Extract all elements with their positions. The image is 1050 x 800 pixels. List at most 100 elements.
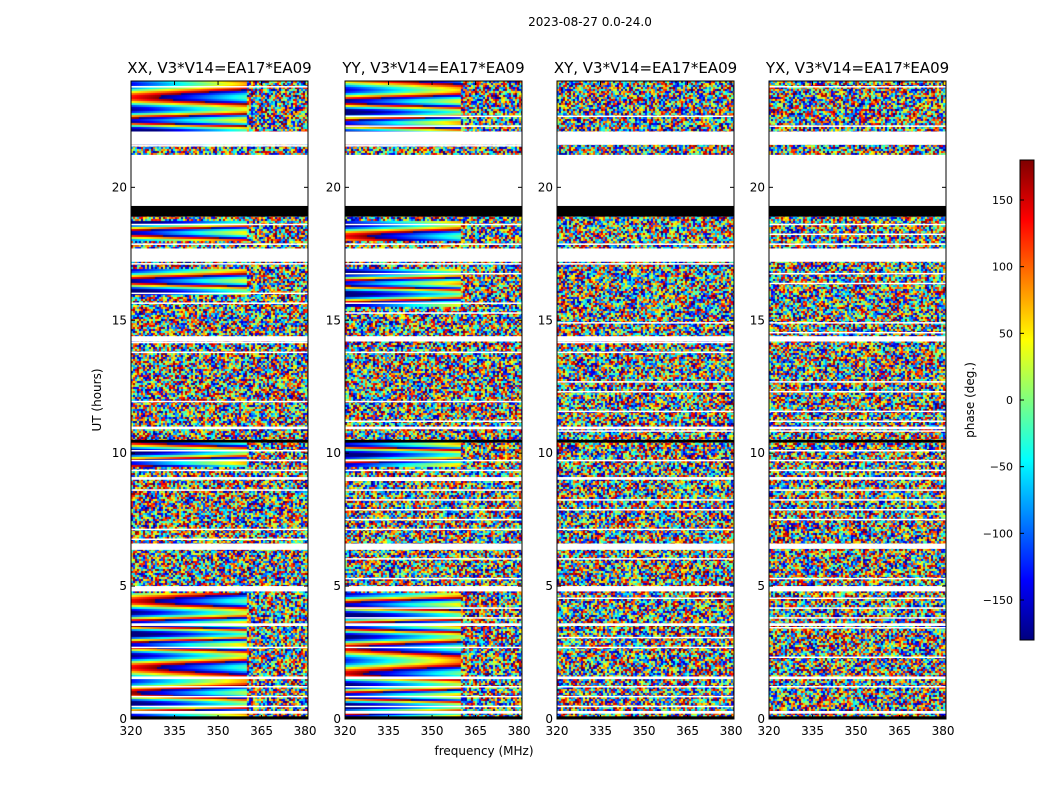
- y-tick-label: 20: [538, 180, 553, 194]
- black-row: [557, 205, 734, 217]
- time-gap: [557, 646, 734, 649]
- x-tick-label: 365: [250, 724, 273, 738]
- time-gap: [131, 204, 308, 206]
- y-tick-label: 10: [326, 446, 341, 460]
- flagged-row: [769, 336, 946, 342]
- time-gap: [557, 597, 734, 600]
- colorbar-tick-label: −100: [983, 527, 1013, 540]
- flagged-row: [345, 248, 522, 262]
- time-gap: [769, 508, 946, 511]
- black-row: [769, 205, 946, 217]
- flagged-row: [345, 336, 522, 342]
- time-gap: [131, 135, 308, 137]
- panel-title: XX, V3*V14=EA17*EA09: [127, 59, 311, 77]
- flagged-row: [131, 131, 308, 145]
- x-tick-label: 365: [676, 724, 699, 738]
- x-tick-label: 350: [207, 724, 230, 738]
- x-tick-label: 320: [120, 724, 143, 738]
- y-tick-label: 15: [112, 313, 127, 327]
- flagged-row: [557, 623, 734, 626]
- flagged-row: [345, 623, 522, 626]
- panel-frame: [344, 80, 523, 720]
- x-tick-label: 365: [464, 724, 487, 738]
- y-tick-label: 20: [750, 180, 765, 194]
- time-gap: [131, 705, 308, 708]
- time-gap: [769, 272, 946, 275]
- panel-3: YX, V3*V14=EA17*EA09 320 335 350 365 380 0 5 10 1…: [750, 59, 955, 738]
- time-gap: [345, 617, 522, 619]
- panel-title: XY, V3*V14=EA17*EA09: [554, 59, 737, 77]
- x-tick-label: 335: [163, 724, 186, 738]
- panel-frame: [768, 80, 947, 720]
- time-gap: [769, 194, 946, 196]
- time-gap: [345, 145, 522, 147]
- flagged-row: [131, 676, 308, 680]
- time-gap: [557, 243, 734, 245]
- flagged-row: [131, 623, 308, 626]
- flagged-row: [345, 426, 522, 430]
- time-gap: [769, 430, 946, 432]
- time-gap: [131, 184, 308, 186]
- panel-frame: [556, 80, 735, 720]
- time-gap: [131, 223, 308, 226]
- time-gap: [345, 577, 522, 580]
- time-gap: [131, 459, 308, 462]
- time-gap: [769, 223, 946, 226]
- time-gap: [345, 528, 522, 531]
- flagged-row: [557, 426, 734, 430]
- y-tick-label: 10: [112, 446, 127, 460]
- time-gap: [769, 204, 946, 206]
- time-gap: [131, 489, 308, 491]
- time-gap: [345, 351, 522, 354]
- flagged-row: [769, 623, 946, 626]
- colorbar-tick-label: −50: [990, 461, 1013, 474]
- time-gap: [131, 538, 308, 540]
- time-gap: [769, 499, 946, 501]
- time-gap: [131, 341, 308, 344]
- x-tick-label: 350: [633, 724, 656, 738]
- flagged-row: [769, 676, 946, 680]
- y-tick-label: 15: [538, 313, 553, 327]
- panel-2: XY, V3*V14=EA17*EA09 320 335 350 365 380 0 5 10 1…: [538, 59, 743, 738]
- panels-group: XX, V3*V14=EA17*EA09 320 335 350 365 380 0 5 10 1…: [112, 59, 955, 738]
- time-gap: [345, 272, 522, 275]
- black-row: [345, 439, 522, 443]
- time-gap: [345, 243, 522, 245]
- flagged-row: [769, 248, 946, 262]
- black-row: [131, 205, 308, 217]
- time-gap: [769, 607, 946, 609]
- time-gap: [769, 322, 946, 324]
- y-tick-label: 5: [757, 579, 765, 593]
- x-tick-label: 350: [421, 724, 444, 738]
- time-gap: [769, 627, 946, 629]
- x-tick-label: 365: [888, 724, 911, 738]
- y-tick-label: 10: [538, 446, 553, 460]
- time-gap: [131, 292, 308, 295]
- time-gap: [345, 558, 522, 560]
- time-gap: [557, 322, 734, 324]
- y-axis-label: UT (hours): [90, 368, 104, 431]
- flagged-row: [345, 711, 522, 714]
- time-gap: [557, 548, 734, 550]
- panel-0: XX, V3*V14=EA17*EA09 320 335 350 365 380 0 5 10 1…: [112, 59, 317, 738]
- flagged-row: [131, 543, 308, 549]
- time-gap: [131, 587, 308, 590]
- time-gap: [557, 381, 734, 383]
- time-gap: [345, 302, 522, 304]
- time-gap: [557, 351, 734, 354]
- time-gap: [557, 390, 734, 393]
- x-tick-label: 335: [801, 724, 824, 738]
- flagged-row: [557, 543, 734, 549]
- time-gap: [557, 528, 734, 531]
- panel-title: YX, V3*V14=EA17*EA09: [765, 59, 949, 77]
- time-gap: [769, 597, 946, 600]
- time-gap: [769, 164, 946, 167]
- flagged-row: [769, 543, 946, 549]
- time-gap: [769, 577, 946, 580]
- time-gap: [345, 607, 522, 609]
- y-tick-label: 20: [326, 180, 341, 194]
- flagged-row: [769, 426, 946, 430]
- time-gap: [769, 410, 946, 413]
- time-gap: [345, 154, 522, 157]
- flagged-row: [557, 131, 734, 145]
